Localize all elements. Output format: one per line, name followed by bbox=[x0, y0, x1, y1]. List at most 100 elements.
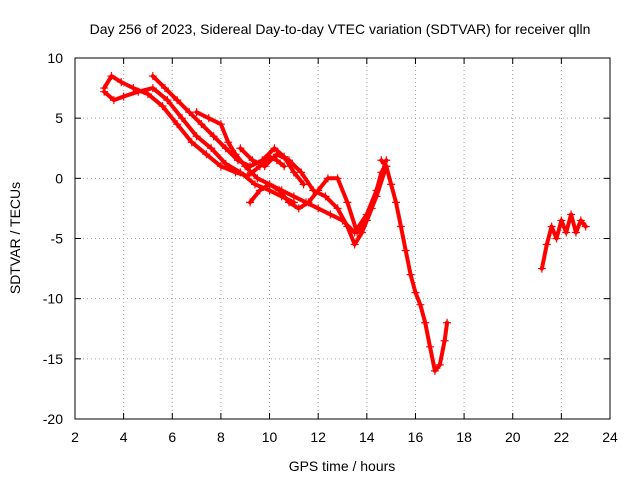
data-point bbox=[537, 264, 546, 273]
data-point bbox=[326, 210, 335, 219]
data-point bbox=[343, 198, 352, 207]
data-point bbox=[333, 174, 342, 183]
x-tick-labels: 2 4 6 8 10 12 14 16 18 20 22 24 bbox=[71, 429, 618, 445]
data-point bbox=[192, 132, 201, 141]
data-point bbox=[343, 222, 352, 231]
y-tick-label: -20 bbox=[43, 411, 63, 427]
data-point bbox=[209, 132, 218, 141]
series-track-h bbox=[537, 210, 590, 273]
x-tick-label: 22 bbox=[554, 429, 570, 445]
data-point bbox=[187, 138, 196, 147]
x-tick-label: 10 bbox=[262, 429, 278, 445]
data-point bbox=[260, 162, 269, 171]
data-point bbox=[107, 72, 116, 81]
x-tick-label: 20 bbox=[505, 429, 521, 445]
y-tick-label: -15 bbox=[43, 351, 63, 367]
data-point bbox=[440, 336, 449, 345]
data-point bbox=[299, 180, 308, 189]
x-tick-label: 12 bbox=[310, 429, 326, 445]
data-point bbox=[443, 318, 452, 327]
data-point bbox=[280, 162, 289, 171]
series-track-f bbox=[246, 162, 391, 237]
data-point bbox=[253, 174, 262, 183]
data-point bbox=[321, 192, 330, 201]
data-point bbox=[148, 72, 157, 81]
data-point bbox=[270, 144, 279, 153]
y-tick-label: -5 bbox=[51, 231, 64, 247]
data-point bbox=[353, 228, 362, 237]
y-axis-label: SDTVAR / TECUs bbox=[7, 182, 23, 294]
data-point bbox=[202, 150, 211, 159]
data-point bbox=[406, 270, 415, 279]
x-tick-label: 16 bbox=[408, 429, 424, 445]
y-tick-label: 10 bbox=[47, 50, 63, 66]
data-point bbox=[426, 342, 435, 351]
data-point bbox=[557, 216, 566, 225]
data-point bbox=[571, 228, 580, 237]
chart-title: Day 256 of 2023, Sidereal Day-to-day VTE… bbox=[90, 21, 591, 37]
data-point bbox=[430, 366, 439, 375]
data-point bbox=[297, 168, 306, 177]
data-point bbox=[562, 228, 571, 237]
data-series bbox=[100, 72, 590, 375]
data-point bbox=[207, 144, 216, 153]
data-point bbox=[173, 120, 182, 129]
data-point bbox=[547, 222, 556, 231]
data-point bbox=[289, 168, 298, 177]
data-point bbox=[362, 216, 371, 225]
data-point bbox=[197, 120, 206, 129]
y-tick-label: 0 bbox=[55, 170, 63, 186]
plot-frame bbox=[74, 57, 611, 420]
data-point bbox=[350, 240, 359, 249]
data-point bbox=[581, 222, 590, 231]
data-point bbox=[241, 162, 250, 171]
data-point bbox=[387, 180, 396, 189]
data-point bbox=[333, 204, 342, 213]
data-point bbox=[289, 192, 298, 201]
series-line bbox=[238, 146, 384, 247]
x-tick-label: 6 bbox=[168, 429, 176, 445]
data-point bbox=[285, 156, 293, 165]
y-tick-labels: -20 -15 -10 -5 0 5 10 bbox=[43, 50, 63, 427]
x-tick-label: 18 bbox=[456, 429, 472, 445]
data-point bbox=[160, 84, 169, 93]
series-line bbox=[539, 212, 588, 271]
data-point bbox=[192, 108, 201, 117]
data-point bbox=[173, 96, 182, 105]
data-point bbox=[185, 108, 194, 117]
series-track-g bbox=[377, 156, 452, 375]
series-line bbox=[102, 74, 287, 178]
data-point bbox=[216, 120, 225, 129]
data-point bbox=[134, 87, 143, 96]
y-tick-label: 5 bbox=[55, 110, 63, 126]
data-point bbox=[158, 102, 167, 111]
data-point bbox=[323, 174, 332, 183]
data-point bbox=[382, 162, 391, 171]
data-point bbox=[119, 92, 128, 101]
series-track-b bbox=[100, 84, 298, 207]
x-tick-label: 24 bbox=[602, 429, 618, 445]
data-point bbox=[552, 234, 561, 243]
data-point bbox=[100, 87, 109, 96]
data-point bbox=[272, 150, 281, 159]
data-point bbox=[542, 240, 551, 249]
data-point bbox=[117, 78, 126, 87]
y-tick-label: -10 bbox=[43, 291, 63, 307]
data-point bbox=[221, 159, 230, 168]
data-point bbox=[392, 198, 400, 207]
data-point bbox=[221, 144, 230, 153]
data-point bbox=[304, 198, 313, 207]
data-point bbox=[231, 150, 240, 159]
data-point bbox=[246, 198, 255, 207]
data-point bbox=[401, 246, 410, 255]
data-point bbox=[396, 222, 405, 231]
data-point bbox=[178, 114, 186, 123]
data-point bbox=[143, 90, 152, 99]
data-point bbox=[224, 138, 233, 147]
data-point bbox=[372, 192, 381, 201]
data-point bbox=[294, 204, 303, 213]
x-tick-label: 8 bbox=[217, 429, 225, 445]
data-point bbox=[411, 288, 420, 297]
data-point bbox=[204, 114, 213, 123]
x-tick-label: 14 bbox=[359, 429, 375, 445]
